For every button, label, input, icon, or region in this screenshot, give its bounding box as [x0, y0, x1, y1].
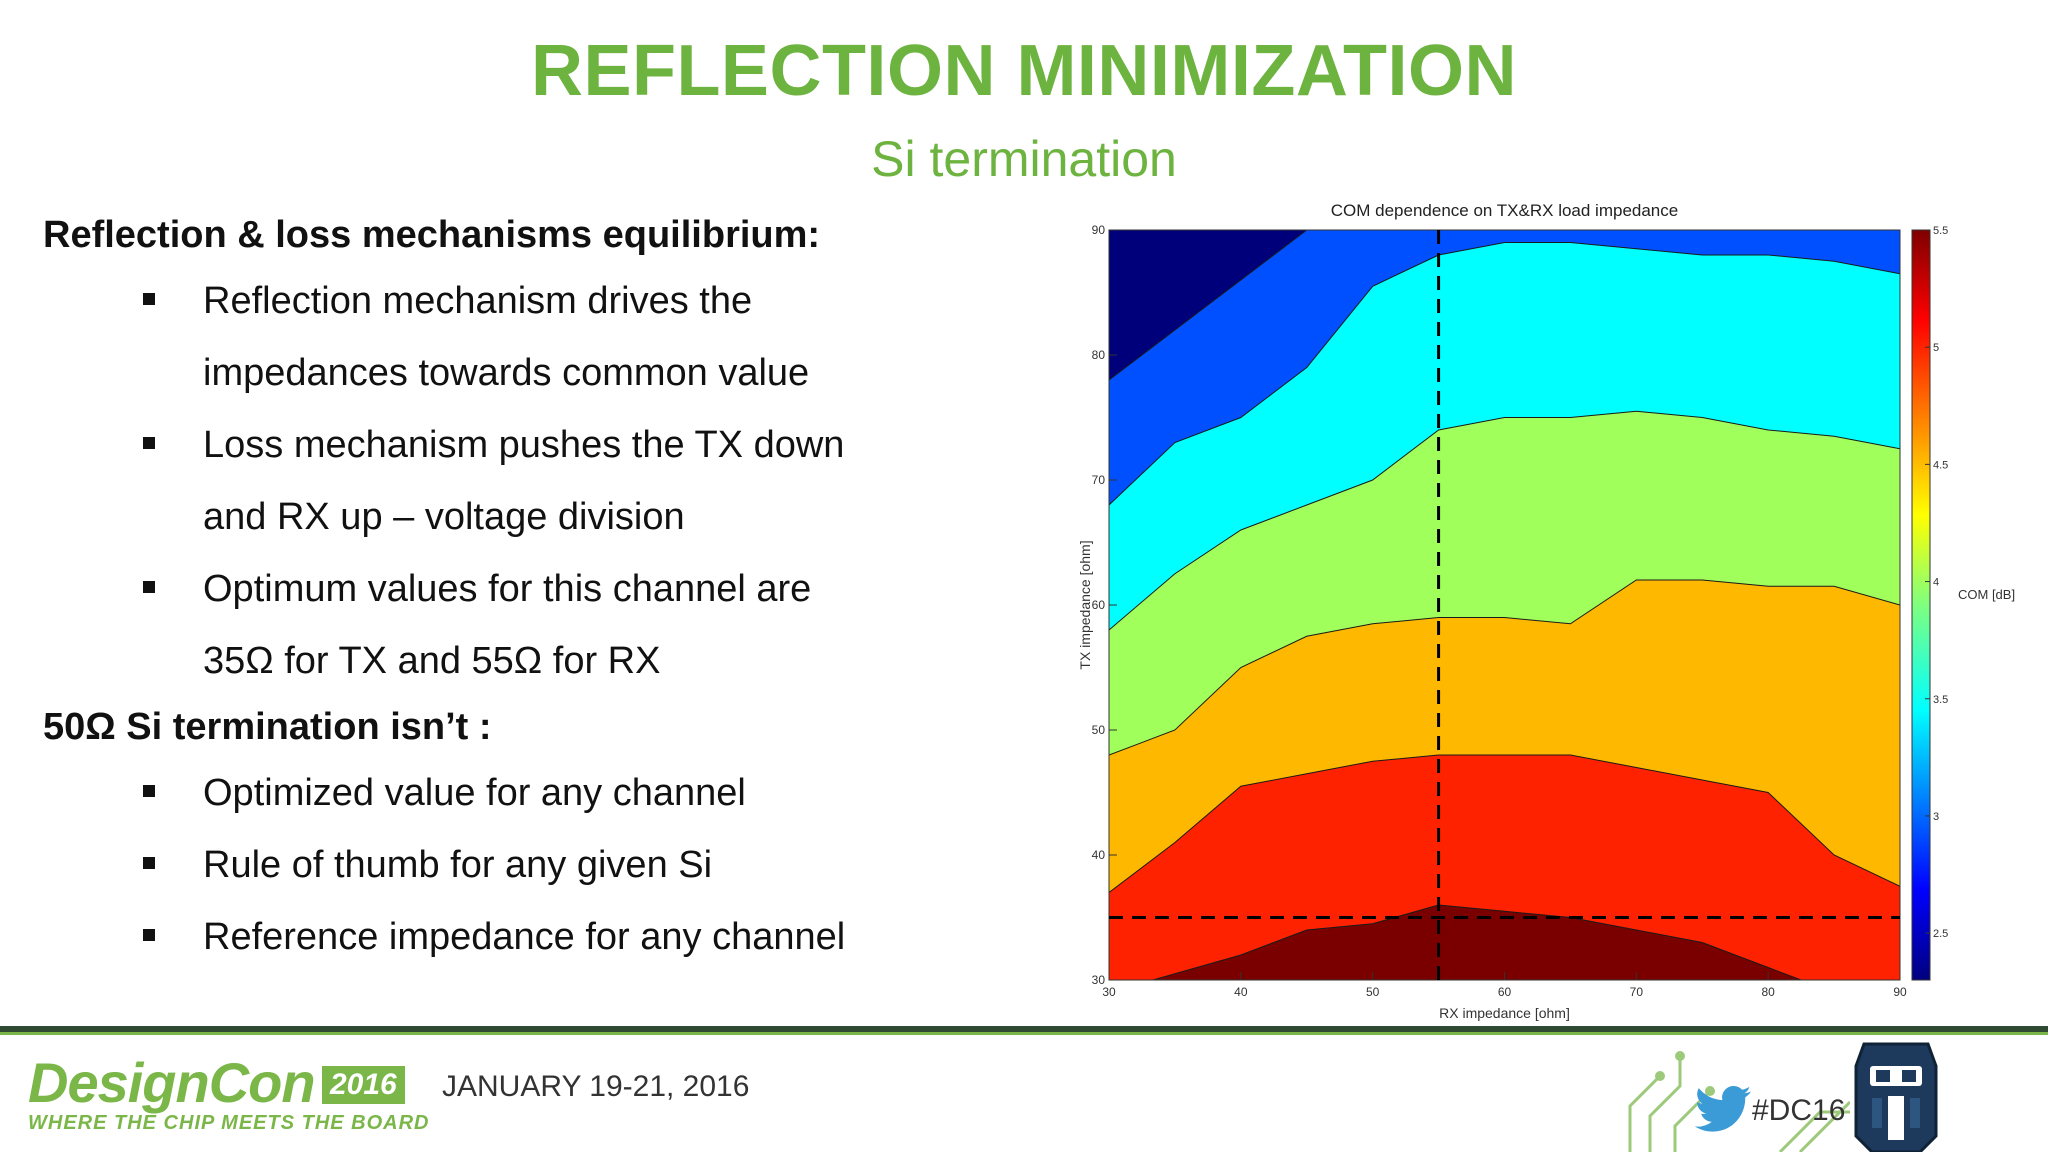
- robot-mascot-icon: [1854, 1042, 1938, 1152]
- circuit-node: [1675, 1051, 1685, 1061]
- bullet-list-termination: Optimized value for any channel Rule of …: [43, 757, 1043, 973]
- bullet-list-equilibrium: Reflection mechanism drives the impedanc…: [43, 265, 1043, 697]
- bullet-square-icon: [143, 929, 155, 941]
- x-tick-label: 30: [1102, 985, 1116, 999]
- y-axis-label: TX impedance [ohm]: [1077, 540, 1093, 669]
- bullet-item: Rule of thumb for any given Si: [143, 829, 1043, 901]
- bullet-square-icon: [143, 857, 155, 869]
- colorbar-tick-label: 4: [1933, 577, 1939, 589]
- bullet-item: Reflection mechanism drives the: [143, 265, 1043, 337]
- bullet-square-icon: [143, 437, 155, 449]
- x-tick-label: 40: [1234, 985, 1248, 999]
- bullet-item-continuation: impedances towards common value: [203, 352, 810, 394]
- circuit-node: [1705, 1086, 1715, 1096]
- slide-subtitle: Si termination: [871, 131, 1177, 187]
- colorbar-tick-label: 3: [1933, 811, 1939, 823]
- bullet-item-continuation: 35Ω for TX and 55Ω for RX: [203, 640, 661, 682]
- com-contour-chart: 30 40 50 60 70 80 90 30 40 50 60 70 80 90 COM dependen…: [1060, 190, 2020, 1030]
- contour-level-5: [1109, 754, 1900, 980]
- colorbar-tick-label: 4.5: [1933, 459, 1948, 471]
- x-tick-label: 50: [1366, 985, 1380, 999]
- hashtag-label: #DC16: [1752, 1094, 1846, 1127]
- y-tick-label: 90: [1092, 223, 1106, 237]
- y-tick-label: 40: [1092, 848, 1106, 862]
- colorbar-tick-label: 2.5: [1933, 928, 1948, 940]
- chart-title: COM dependence on TX&RX load impedance: [1331, 201, 1678, 220]
- designcon-logo-wordmark: DesignCon: [28, 1051, 316, 1114]
- chart-svg: 30 40 50 60 70 80 90 30 40 50 60 70 80 90 COM dependen…: [1077, 201, 2015, 1021]
- event-date: JANUARY 19-21, 2016: [442, 1070, 750, 1103]
- slide-body: Reflection & loss mechanisms equilibrium…: [43, 205, 1043, 973]
- bullet-item: Optimum values for this channel are: [143, 553, 1043, 625]
- bullet-square-icon: [143, 581, 155, 593]
- colorbar-tick-label: 5: [1933, 342, 1939, 354]
- footer-bar: DesignCon 2016 WHERE THE CHIP MEETS THE …: [0, 1036, 2048, 1152]
- colorbar: [1911, 229, 1931, 981]
- y-tick-label: 70: [1092, 473, 1106, 487]
- circuit-trace-graphic: [1628, 1051, 1850, 1152]
- footer-rule-green: [0, 1032, 2048, 1035]
- x-tick-label: 80: [1761, 985, 1775, 999]
- bullet-square-icon: [143, 293, 155, 305]
- bullet-item-continuation: and RX up – voltage division: [203, 496, 685, 538]
- y-tick-label: 60: [1092, 598, 1106, 612]
- slide-title: REFLECTION MINIMIZATION: [530, 31, 1518, 111]
- contour-layers: [1109, 230, 1900, 980]
- designcon-logo-year: 2016: [322, 1066, 405, 1104]
- twitter-bird-icon: [1695, 1086, 1751, 1132]
- x-tick-label: 90: [1893, 985, 1907, 999]
- colorbar-tick-label: 5.5: [1933, 225, 1948, 237]
- bullet-item: Optimized value for any channel: [143, 757, 1043, 829]
- circuit-node: [1655, 1071, 1665, 1081]
- x-axis-label: RX impedance [ohm]: [1439, 1005, 1570, 1021]
- x-tick-label: 60: [1498, 985, 1512, 999]
- designcon-tagline: WHERE THE CHIP MEETS THE BOARD: [28, 1112, 430, 1134]
- section-heading-termination: 50Ω Si termination isn’t :: [43, 706, 492, 748]
- section-heading-equilibrium: Reflection & loss mechanisms equilibrium…: [43, 214, 821, 256]
- colorbar-label: COM [dB]: [1958, 587, 2015, 602]
- y-tick-label: 50: [1092, 723, 1106, 737]
- contour-level-6: [1151, 904, 1803, 980]
- y-tick-label: 30: [1092, 973, 1106, 987]
- bullet-square-icon: [143, 785, 155, 797]
- y-tick-label: 80: [1092, 348, 1106, 362]
- bullet-item: Reference impedance for any channel: [143, 901, 1043, 973]
- colorbar-tick-label: 3.5: [1933, 694, 1948, 706]
- footer-rule-dark: [0, 1026, 2048, 1032]
- x-tick-label: 70: [1630, 985, 1644, 999]
- bullet-item: Loss mechanism pushes the TX down: [143, 409, 1043, 481]
